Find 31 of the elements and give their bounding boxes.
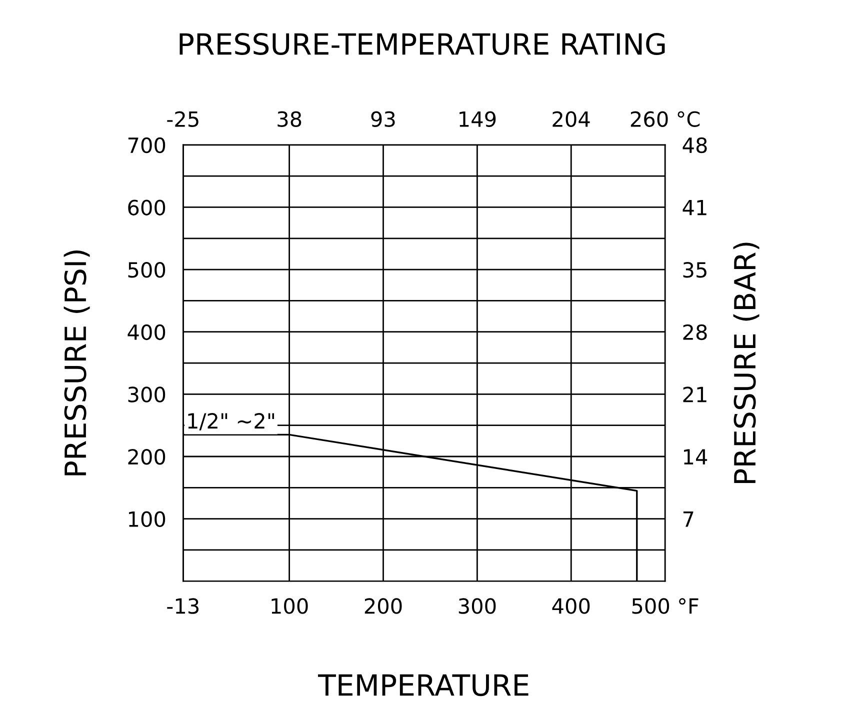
y-tick-label: 100 <box>129 511 166 528</box>
y2-tick-label: 48 <box>682 137 707 154</box>
y2-tick-label: 41 <box>682 200 706 216</box>
x2-tick-label: 38 <box>278 111 302 127</box>
x2-tick-label: -25 <box>167 111 198 127</box>
x-tick-label: 300 <box>458 598 496 614</box>
chart-title: PRESSURE-TEMPERATURE RATING <box>180 32 665 56</box>
x-tick-label: -13 <box>167 598 198 614</box>
y2-axis-title: PRESSURE (BAR) <box>733 242 760 483</box>
y2-tick-label: 7 <box>683 512 694 527</box>
y-axis-title: PRESSURE (PSI) <box>64 250 90 476</box>
y-tick-label: 500 <box>128 262 166 278</box>
x-tick-label: 400 <box>552 598 590 614</box>
y-tick-label: 200 <box>128 448 166 465</box>
x-tick-label: 200 <box>364 598 402 614</box>
y2-tick-label: 14 <box>684 449 708 464</box>
y2-tick-label: 28 <box>683 324 707 340</box>
y-tick-label: 400 <box>128 324 166 340</box>
x-axis-title: TEMPERATURE <box>318 674 528 696</box>
x2-tick-label: 260 °C <box>630 111 700 127</box>
y2-tick-label: 21 <box>683 386 706 402</box>
x2-tick-label: 204 <box>552 111 590 127</box>
y-tick-label: 300 <box>128 386 166 402</box>
x-tick-label: 100 <box>272 598 308 614</box>
y-tick-label: 600 <box>128 200 166 216</box>
x2-tick-label: 149 <box>460 111 496 127</box>
series-label: 1/2" ~2" <box>188 413 274 430</box>
x-tick-label: 500 °F <box>632 598 698 614</box>
y-tick-label: 700 <box>128 137 166 154</box>
x2-tick-label: 93 <box>371 111 395 127</box>
y2-tick-label: 35 <box>683 262 706 278</box>
